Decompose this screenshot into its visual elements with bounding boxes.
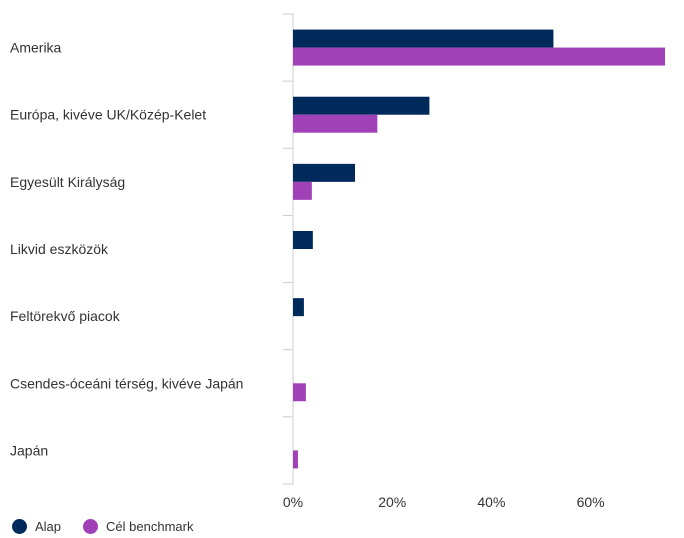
category-label: Amerika [10, 40, 62, 56]
bar-alap[interactable] [293, 298, 304, 317]
legend-label-cel-benchmark: Cél benchmark [106, 519, 194, 534]
bar-cel-benchmark[interactable] [293, 383, 306, 402]
category-label: Likvid eszközök [10, 241, 109, 257]
labels-layer: Amerika Európa, kivéve UK/Közép-Kelet Egye… [10, 40, 605, 510]
bar-cel-benchmark[interactable] [293, 181, 312, 200]
x-tick-label: 20% [378, 494, 406, 510]
category-label: Feltörekvő piacok [10, 308, 121, 324]
legend-swatch-cel-benchmark [83, 519, 99, 534]
bar-alap[interactable] [293, 96, 430, 115]
bar-chart: Amerika Európa, kivéve UK/Közép-Kelet Egye… [10, 13, 666, 510]
legend-label-alap: Alap [35, 519, 62, 534]
legend-item-alap[interactable]: Alap [12, 519, 61, 534]
bar-alap[interactable] [293, 163, 356, 182]
bar-alap[interactable] [293, 231, 313, 249]
category-label: Egyesült Királyság [10, 174, 125, 190]
bars-layer [293, 29, 666, 469]
bar-alap[interactable] [293, 29, 554, 48]
axis-layer [283, 13, 294, 485]
x-tick-label: 40% [477, 494, 505, 510]
bar-cel-benchmark[interactable] [293, 450, 298, 469]
bar-cel-benchmark[interactable] [293, 47, 666, 66]
legend-swatch-alap [12, 519, 27, 534]
category-label: Csendes-óceáni térség, kivéve Japán [10, 375, 243, 391]
legend-item-cel-benchmark[interactable]: Cél benchmark [83, 519, 193, 534]
legend: Alap Cél benchmark [12, 519, 215, 534]
bar-cel-benchmark[interactable] [293, 114, 378, 133]
x-tick-label: 0% [283, 494, 303, 510]
category-label: Japán [10, 442, 48, 458]
x-tick-label: 60% [577, 494, 605, 510]
category-label: Európa, kivéve UK/Közép-Kelet [10, 107, 206, 123]
